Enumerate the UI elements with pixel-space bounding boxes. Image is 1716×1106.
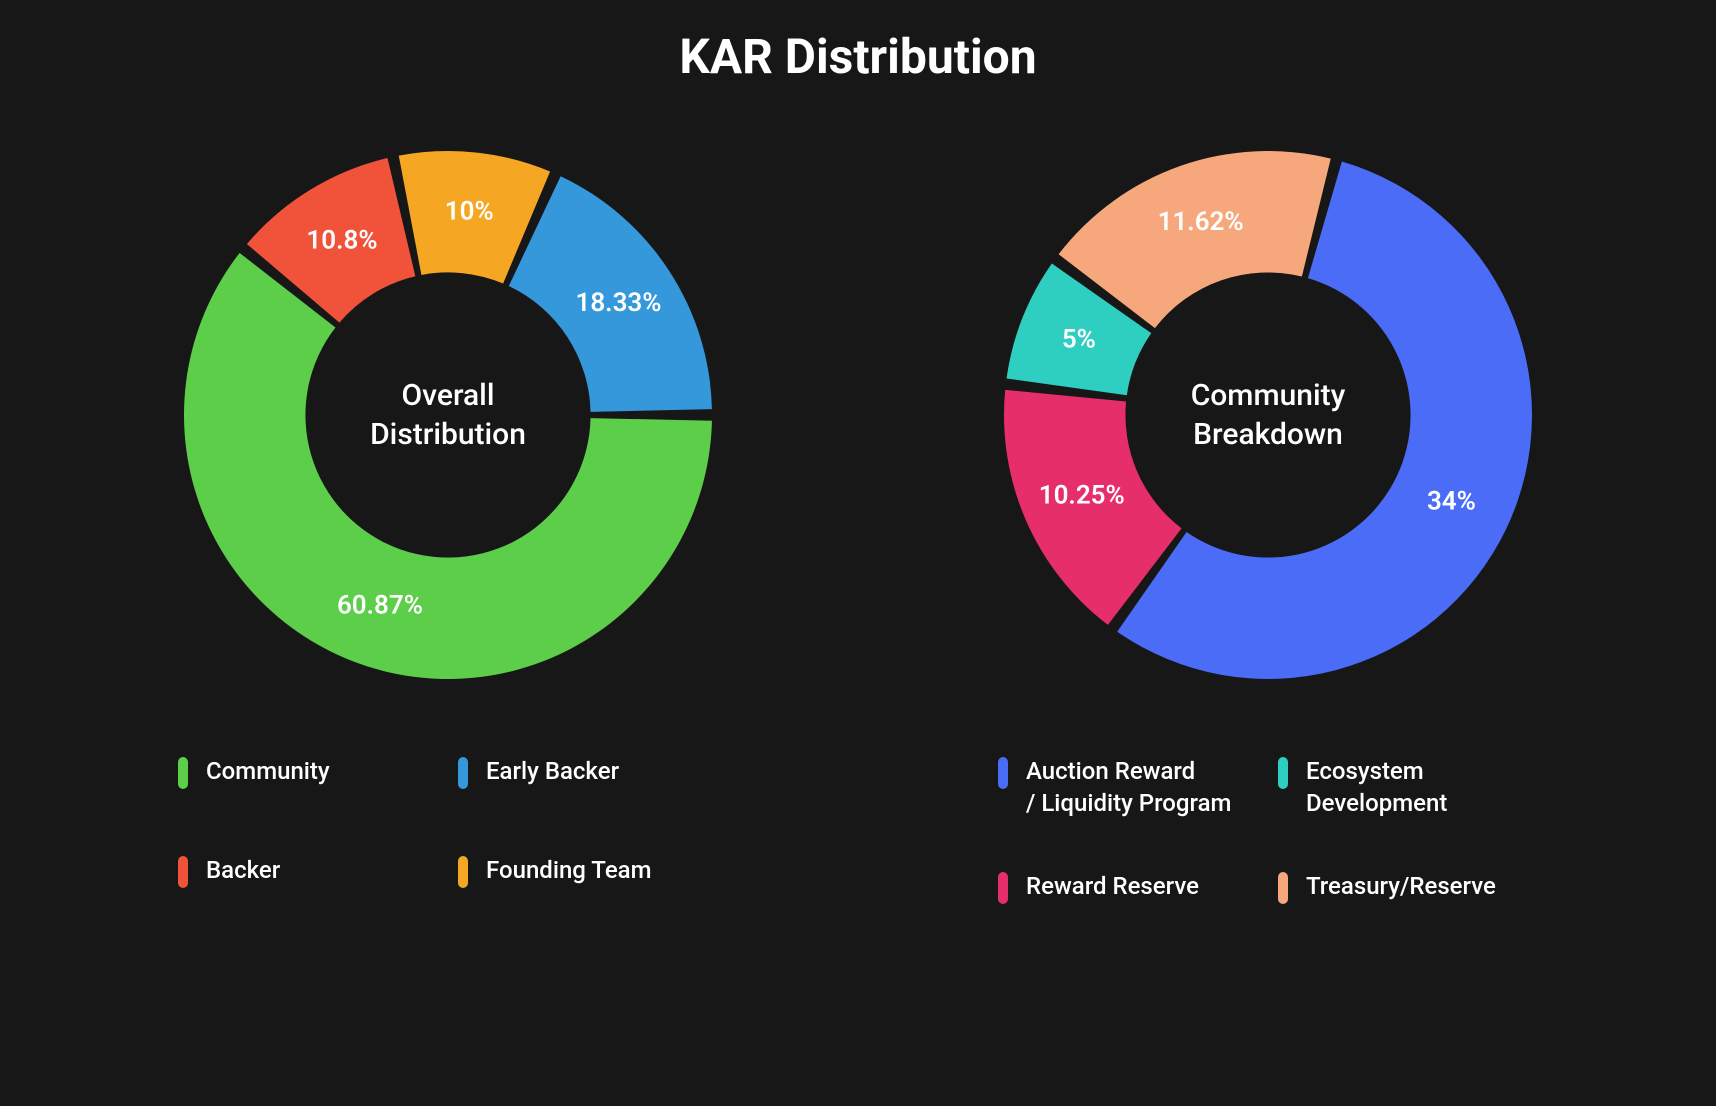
legend-label: Community [206, 755, 330, 787]
center-label-overall: Overall Distribution [370, 376, 526, 454]
center-label-line1: Community [1191, 376, 1346, 415]
legend-label: Founding Team [486, 854, 652, 886]
legend-swatch [458, 856, 468, 888]
slice-label: 18.33% [575, 288, 661, 318]
slice-label: 60.87% [337, 590, 423, 620]
slice-label: 5% [1062, 324, 1096, 354]
page-container: KAR Distribution 18.33% 60.87% 10.8% 10% Ov… [0, 0, 1716, 1106]
slice-label: 10.25% [1039, 480, 1125, 510]
legend-item: Reward Reserve [998, 870, 1258, 904]
center-label-line2: Breakdown [1191, 415, 1346, 454]
slice-label: 10.8% [306, 225, 377, 255]
slice-label: 34% [1427, 487, 1476, 517]
legend-label: Early Backer [486, 755, 619, 787]
legend-community: Auction Reward / Liquidity Program Ecosys… [998, 755, 1538, 904]
page-title: KAR Distribution [679, 28, 1036, 85]
legend-swatch [458, 757, 468, 789]
legend-swatch [998, 872, 1008, 904]
legend-label: Auction Reward / Liquidity Program [1026, 755, 1231, 820]
slice-label: 11.62% [1158, 207, 1244, 237]
legend-swatch [1278, 757, 1288, 789]
legend-item: Founding Team [458, 854, 718, 903]
charts-row: 18.33% 60.87% 10.8% 10% Overall Distributio… [178, 145, 1538, 685]
donut-community: 34% 10.25% 5% 11.62% Community Breakdown [998, 145, 1538, 685]
legend-swatch [178, 856, 188, 888]
legend-item: Community [178, 755, 438, 804]
legend-item: Early Backer [458, 755, 718, 804]
legend-item: Treasury/Reserve [1278, 870, 1538, 904]
legend-overall: Community Early Backer Backer Founding Team [178, 755, 718, 904]
legend-label: EcosystemDevelopment [1306, 755, 1447, 820]
legend-item: Backer [178, 854, 438, 903]
chart-community: 34% 10.25% 5% 11.62% Community Breakdown [998, 145, 1538, 685]
slice-label: 10% [445, 197, 494, 227]
chart-overall: 18.33% 60.87% 10.8% 10% Overall Distributio… [178, 145, 718, 685]
legend-label: Backer [206, 854, 280, 886]
donut-overall: 18.33% 60.87% 10.8% 10% Overall Distributio… [178, 145, 718, 685]
legend-swatch [178, 757, 188, 789]
legend-swatch [1278, 872, 1288, 904]
center-label-line1: Overall [370, 376, 526, 415]
center-label-line2: Distribution [370, 415, 526, 454]
legend-label: Treasury/Reserve [1306, 870, 1496, 902]
legend-item: EcosystemDevelopment [1278, 755, 1538, 820]
legend-label: Reward Reserve [1026, 870, 1199, 902]
legends-row: Community Early Backer Backer Founding Team… [0, 755, 1716, 904]
legend-item: Auction Reward / Liquidity Program [998, 755, 1258, 820]
legend-swatch [998, 757, 1008, 789]
center-label-community: Community Breakdown [1191, 376, 1346, 454]
